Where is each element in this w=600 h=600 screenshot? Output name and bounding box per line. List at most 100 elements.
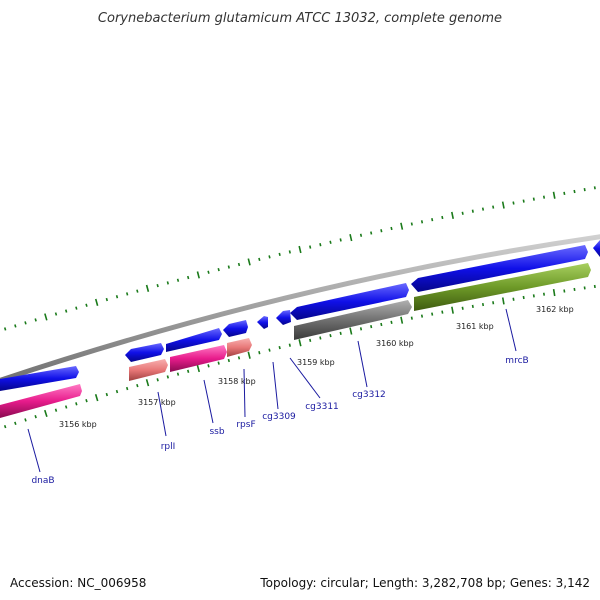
tick-mark — [14, 324, 17, 328]
rpsF-leader — [243, 368, 246, 418]
gene-label-rplI[interactable]: rplI — [161, 442, 176, 452]
tick-mark — [156, 378, 159, 382]
tick-mark — [176, 278, 180, 282]
tick-mark — [410, 316, 413, 320]
tick-mark — [501, 297, 505, 305]
kbp-labels: 3156 kbp 3157 kbp 3158 kbp 3159 kbp 3160… — [59, 305, 574, 429]
tick-mark — [309, 338, 312, 342]
tick-mark — [563, 191, 566, 195]
tick-mark — [522, 199, 525, 203]
outer-tick-ring — [3, 186, 596, 331]
gene-label-mrcB[interactable]: mrcB — [505, 356, 528, 366]
inner-tick-ring — [3, 284, 596, 429]
tick-mark — [319, 336, 322, 340]
ssb-feature[interactable] — [166, 328, 222, 352]
tick-mark — [24, 321, 27, 325]
tick-mark — [105, 392, 109, 397]
mrcB-feature[interactable] — [411, 245, 588, 292]
tick-mark — [247, 258, 251, 266]
gene-label-cg3312[interactable]: cg3312 — [352, 390, 386, 400]
tick-mark — [288, 343, 291, 347]
tick-mark — [125, 386, 129, 391]
rpsF-rna-feature[interactable] — [227, 338, 252, 357]
tick-mark — [573, 189, 576, 194]
tick-mark — [400, 222, 404, 230]
tick-mark — [115, 295, 119, 299]
dnaB-rna-feature[interactable] — [0, 384, 82, 418]
rplI-leader — [157, 391, 167, 437]
cg3309-leader — [272, 361, 279, 410]
tick-mark — [24, 418, 27, 422]
rpsF-feature[interactable] — [223, 320, 248, 337]
tick-mark — [359, 233, 363, 237]
secondary-features — [0, 263, 591, 418]
tick-mark — [115, 389, 119, 394]
tick-mark — [552, 191, 556, 199]
tick-mark — [125, 292, 129, 296]
gene-label-cg3311[interactable]: cg3311 — [305, 402, 339, 412]
tick-mark — [278, 346, 281, 350]
tick-mark — [492, 301, 495, 305]
gene-label-rpsF[interactable]: rpsF — [236, 420, 255, 430]
ssb-rna-feature[interactable] — [170, 345, 227, 372]
tick-mark — [34, 318, 37, 322]
tick-mark — [329, 334, 332, 338]
tick-mark — [196, 271, 200, 279]
tick-mark — [207, 270, 210, 274]
gene-label-ssb[interactable]: ssb — [209, 427, 224, 437]
tick-mark — [461, 306, 464, 310]
tick-mark — [451, 306, 454, 314]
cg3309-feature[interactable] — [257, 316, 268, 329]
tick-mark — [512, 297, 515, 301]
tick-mark — [145, 284, 150, 292]
tick-mark — [186, 369, 190, 373]
tick-mark — [136, 383, 139, 388]
tick-mark — [187, 275, 190, 280]
tick-mark — [339, 331, 342, 335]
cg3312-gray-feature[interactable] — [294, 300, 412, 340]
tick-mark — [227, 265, 230, 269]
tick-mark — [247, 351, 251, 359]
tick-mark — [156, 283, 159, 288]
gene-labels: dnaB rplI ssb rpsF cg3309 cg3311 cg3312 … — [31, 356, 528, 486]
tick-mark — [258, 351, 261, 355]
tick-mark — [400, 316, 404, 324]
tick-mark — [94, 394, 99, 402]
tick-mark — [349, 234, 353, 242]
genome-backbone — [0, 234, 600, 383]
tick-mark — [44, 313, 48, 321]
tick-mark — [268, 255, 271, 259]
tick-mark — [501, 201, 505, 209]
tick-mark — [278, 252, 281, 257]
cg3312-feature[interactable] — [290, 283, 409, 320]
tick-mark — [237, 356, 241, 360]
tick-mark — [329, 240, 332, 244]
tick-mark — [492, 205, 495, 209]
tick-mark — [461, 211, 464, 215]
gene-label-cg3309[interactable]: cg3309 — [262, 412, 296, 422]
tick-mark — [85, 399, 88, 403]
rplI-feature[interactable] — [125, 343, 164, 362]
tick-mark — [237, 262, 241, 267]
tick-mark — [3, 327, 7, 331]
gene-label-dnaB[interactable]: dnaB — [31, 476, 54, 486]
cg3311-feature[interactable] — [276, 310, 291, 325]
tick-mark — [593, 186, 596, 190]
dnaB-leader — [27, 428, 41, 473]
dnaB-feature[interactable] — [0, 366, 79, 391]
tick-mark — [34, 414, 37, 419]
kbp-label: 3157 kbp — [138, 398, 176, 407]
tick-mark — [268, 348, 271, 352]
tick-mark — [145, 379, 150, 387]
gene-leader-lines — [27, 308, 517, 473]
next-feature[interactable] — [593, 240, 600, 257]
rplI-rna-feature[interactable] — [129, 359, 168, 381]
cg3312-leader — [357, 340, 368, 388]
tick-mark — [420, 314, 424, 318]
mrcB-green-feature[interactable] — [414, 263, 591, 311]
tick-mark — [3, 424, 7, 429]
tick-mark — [380, 229, 383, 233]
tick-mark — [349, 327, 353, 335]
forward-strand-features — [0, 240, 600, 391]
